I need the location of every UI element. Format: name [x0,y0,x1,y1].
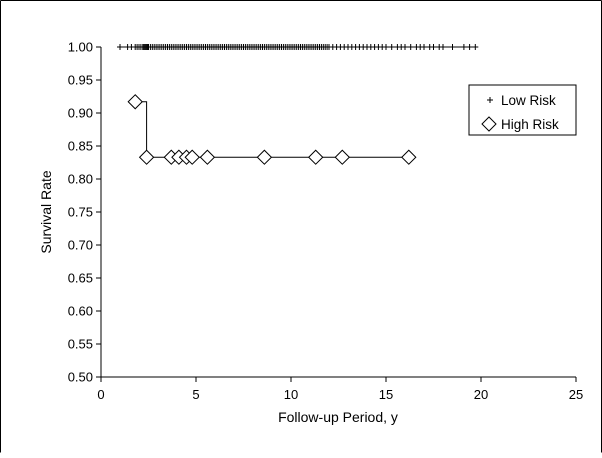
data-point-diamond [401,149,417,165]
x-tick-label: 0 [97,387,104,402]
y-tick-label: 0.75 [68,205,93,220]
y-tick-label: 0.95 [68,73,93,88]
legend-item-high-risk: High Risk [481,116,559,132]
data-point-plus [430,44,437,50]
legend-plus-marker [487,97,493,103]
data-point-diamond [127,94,143,110]
y-tick-label: 0.55 [68,337,93,352]
data-point-diamond [199,149,216,165]
data-point-plus [402,44,408,50]
x-tick-label: 5 [192,387,199,402]
data-point-plus [407,44,414,50]
legend-diamond-marker [481,116,497,132]
data-point-diamond [256,149,273,165]
y-tick-label: 0.90 [68,106,93,121]
series-line-high-risk [135,101,409,158]
legend-label-high-risk: High Risk [501,117,559,132]
x-ticks: 0 5 10 15 20 25 [97,377,583,402]
series-high-risk [127,94,417,165]
data-point-plus [472,44,479,50]
x-tick-label: 20 [474,387,488,402]
y-tick-label: 0.80 [68,172,93,187]
y-tick-label: 1.00 [68,40,93,55]
data-point-diamond [184,149,200,165]
y-tick-label: 0.60 [68,304,93,319]
y-tick-label: 0.50 [68,370,93,385]
data-point-plus [460,44,467,50]
legend: Low Risk High Risk [468,84,577,136]
legend-item-low-risk: Low Risk [487,93,556,108]
data-point-plus [440,44,446,50]
data-point-plus [117,44,123,50]
data-point-plus [421,44,427,50]
y-tick-label: 0.70 [68,238,93,253]
x-tick-label: 10 [284,387,298,402]
data-point-plus [466,44,473,50]
x-axis-title: Follow-up Period, y [278,409,398,425]
x-tick-label: 15 [379,387,393,402]
y-tick-label: 0.65 [68,271,93,286]
data-point-diamond [138,149,155,165]
y-axis-title: Survival Rate [38,170,54,253]
x-tick-label: 25 [569,387,583,402]
data-point-plus [388,44,395,50]
y-tick-label: 0.85 [68,139,93,154]
legend-label-low-risk: Low Risk [501,93,556,108]
data-point-plus [449,44,456,50]
data-point-diamond [307,149,324,165]
series-layer [117,44,479,165]
data-point-plus [383,44,389,50]
y-ticks: 0.50 0.55 0.60 0.65 0.70 0.75 0.80 0.85 0.90 0.95… [68,40,101,385]
series-low-risk [117,44,479,50]
data-point-diamond [334,149,351,165]
